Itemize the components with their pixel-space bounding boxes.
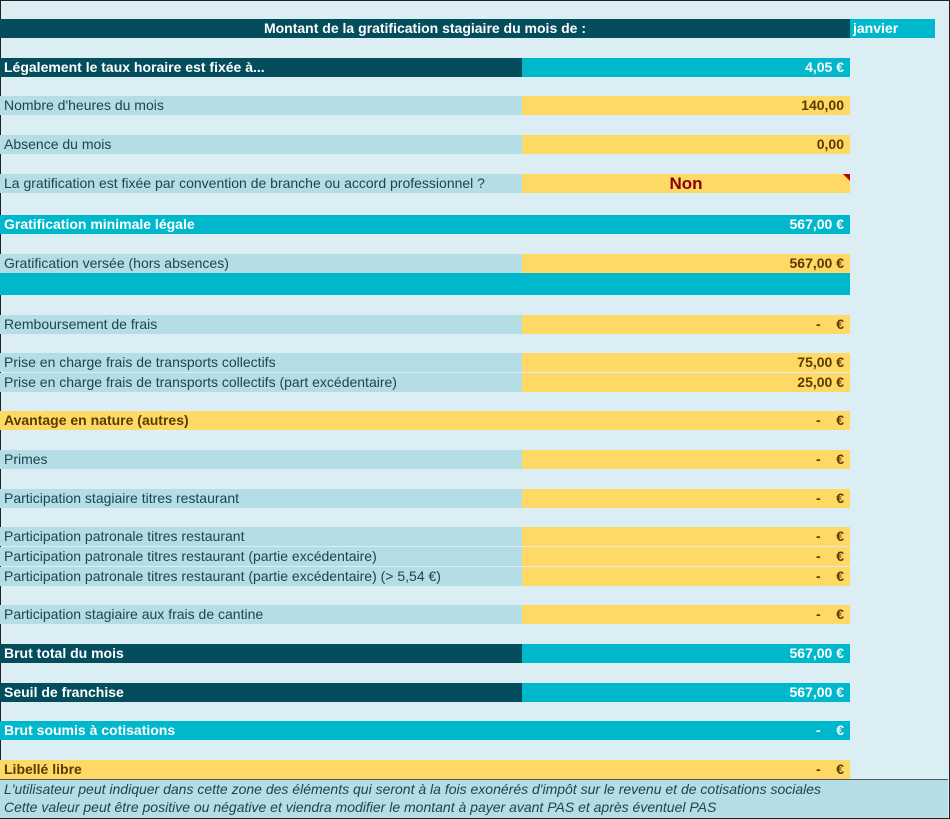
row-label: Gratification minimale légale bbox=[0, 215, 522, 234]
row-label: Gratification versée (hors absences) bbox=[0, 254, 522, 273]
row-label: Participation patronale titres restauran… bbox=[0, 547, 522, 566]
row-label: Participation stagiaire aux frais de can… bbox=[0, 605, 522, 624]
row-value[interactable]: 75,00 € bbox=[522, 353, 850, 372]
row-value[interactable]: 140,00 bbox=[522, 96, 850, 115]
row-label: La gratification est fixée par conventio… bbox=[0, 174, 522, 193]
row-value[interactable]: 0,00 bbox=[522, 135, 850, 154]
row-value[interactable]: - € bbox=[522, 547, 850, 566]
row-label: Prise en charge frais de transports coll… bbox=[0, 373, 522, 392]
month-cell[interactable]: janvier bbox=[850, 19, 935, 38]
row-value: 4,05 € bbox=[522, 58, 850, 77]
row-label: Participation patronale titres restauran… bbox=[0, 527, 522, 546]
row-value[interactable]: - € bbox=[522, 411, 850, 430]
row-label: Seuil de franchise bbox=[0, 683, 522, 702]
row-value[interactable]: - € bbox=[522, 315, 850, 334]
comment-indicator-icon[interactable] bbox=[843, 174, 850, 181]
row-value[interactable]: - € bbox=[522, 605, 850, 624]
row-value: 567,00 € bbox=[522, 644, 850, 663]
row-value[interactable]: - € bbox=[522, 489, 850, 508]
row-value[interactable]: 567,00 € bbox=[522, 254, 850, 273]
row-label: Brut total du mois bbox=[0, 644, 522, 663]
convention-select[interactable]: Non bbox=[522, 174, 850, 193]
row-label: Primes bbox=[0, 450, 522, 469]
note-line-1: L'utilisateur peut indiquer dans cette z… bbox=[4, 781, 822, 797]
sheet-title: Montant de la gratification stagiaire du… bbox=[0, 19, 850, 38]
row-label: Participation stagiaire titres restauran… bbox=[0, 489, 522, 508]
section-divider bbox=[0, 273, 850, 295]
row-value[interactable]: - € bbox=[522, 567, 850, 586]
row-value: 567,00 € bbox=[522, 683, 850, 702]
row-label: Absence du mois bbox=[0, 135, 522, 154]
row-label: Brut soumis à cotisations bbox=[0, 721, 522, 740]
row-label: Participation patronale titres restauran… bbox=[0, 567, 522, 586]
row-label: Prise en charge frais de transports coll… bbox=[0, 353, 522, 372]
row-label: Avantage en nature (autres) bbox=[0, 411, 522, 430]
row-value[interactable]: - € bbox=[522, 527, 850, 546]
row-label: Nombre d'heures du mois bbox=[0, 96, 522, 115]
row-value[interactable]: 25,00 € bbox=[522, 373, 850, 392]
note-line-2: Cette valeur peut être positive ou négat… bbox=[4, 799, 717, 815]
row-value: 567,00 € bbox=[522, 215, 850, 234]
row-value[interactable]: - € bbox=[522, 760, 850, 779]
note-box: L'utilisateur peut indiquer dans cette z… bbox=[0, 779, 948, 818]
row-value[interactable]: - € bbox=[522, 450, 850, 469]
row-label: Remboursement de frais bbox=[0, 315, 522, 334]
row-label: Libellé libre bbox=[0, 760, 522, 779]
row-label: Légalement le taux horaire est fixée à..… bbox=[0, 58, 522, 77]
row-value: - € bbox=[522, 721, 850, 740]
